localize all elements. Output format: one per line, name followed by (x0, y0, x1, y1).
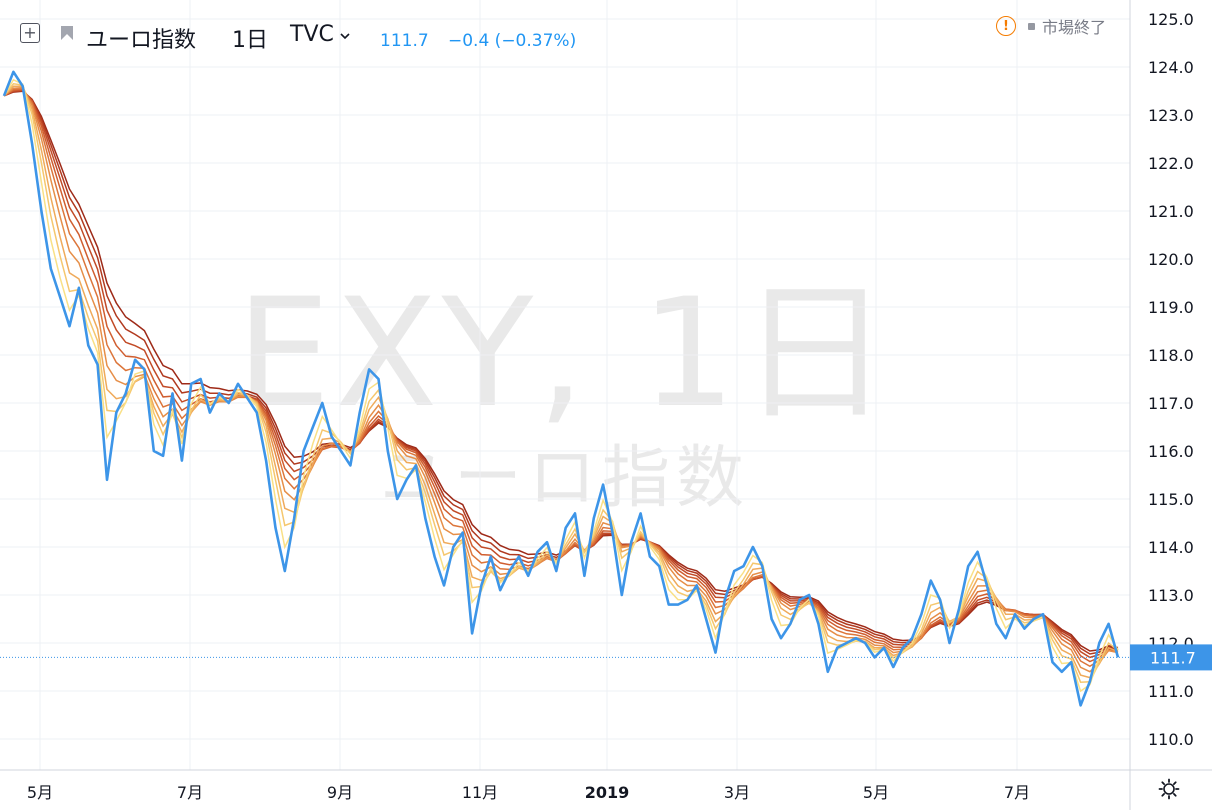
status-dot-icon (1028, 22, 1035, 30)
x-tick-label: 7月 (1004, 783, 1030, 802)
exchange-label[interactable]: TVC (290, 22, 334, 47)
y-tick-label: 110.0 (1148, 730, 1194, 749)
y-tick-label: 124.0 (1148, 58, 1194, 77)
x-tick-label: 11月 (462, 783, 498, 802)
ribbon-line (3, 78, 1119, 693)
ribbon-line (3, 86, 1119, 673)
y-tick-label: 119.0 (1148, 298, 1194, 317)
x-tick-label: 5月 (27, 783, 53, 802)
last-price: 111.7 (380, 31, 429, 51)
ribbon-line (3, 89, 1119, 655)
ribbon-line (3, 89, 1119, 659)
y-tick-label: 123.0 (1148, 106, 1194, 125)
y-tick-label: 120.0 (1148, 250, 1194, 269)
ribbon-line (3, 90, 1119, 652)
legend-header: + ユーロ指数 1日 TVC 111.7 −0.4 (−0.37%) (0, 10, 900, 53)
market-status: ! 市場終了 (996, 13, 1106, 39)
chevron-down-icon[interactable] (339, 30, 351, 42)
ribbon-bands (3, 78, 1119, 693)
y-tick-label: 117.0 (1148, 394, 1194, 413)
y-tick-label: 115.0 (1148, 490, 1194, 509)
add-indicator-button[interactable]: + (20, 23, 40, 43)
current-price-label: 111.7 (1150, 648, 1196, 667)
flag-icon[interactable] (60, 25, 74, 41)
y-tick-label: 114.0 (1148, 538, 1194, 557)
y-tick-label: 113.0 (1148, 586, 1194, 605)
y-tick-label: 125.0 (1148, 10, 1194, 29)
y-tick-label: 111.0 (1148, 682, 1194, 701)
x-tick-label: 3月 (724, 783, 750, 802)
symbol-name[interactable]: ユーロ指数 (86, 28, 197, 53)
alert-icon[interactable]: ! (996, 16, 1016, 36)
market-status-text: 市場終了 (1042, 18, 1107, 37)
grid (0, 0, 1130, 770)
x-tick-label: 5月 (863, 783, 889, 802)
ribbon-line (3, 87, 1119, 668)
x-tick-label: 9月 (327, 783, 353, 802)
ribbon-line (3, 85, 1119, 679)
x-tick-label: 7月 (177, 783, 203, 802)
price-change: −0.4 (−0.37%) (448, 31, 577, 51)
y-tick-label: 122.0 (1148, 154, 1194, 173)
ribbon-line (3, 88, 1119, 663)
y-tick-label: 121.0 (1148, 202, 1194, 221)
gear-icon[interactable] (1158, 778, 1180, 800)
x-tick-label: 2019 (585, 783, 630, 802)
price-series (0, 70, 1130, 707)
y-tick-label: 116.0 (1148, 442, 1194, 461)
y-tick-label: 118.0 (1148, 346, 1194, 365)
interval-label[interactable]: 1日 (232, 28, 268, 53)
price-line (2, 70, 1120, 707)
ribbon-line (3, 83, 1119, 683)
current-price-badge (1130, 644, 1212, 671)
